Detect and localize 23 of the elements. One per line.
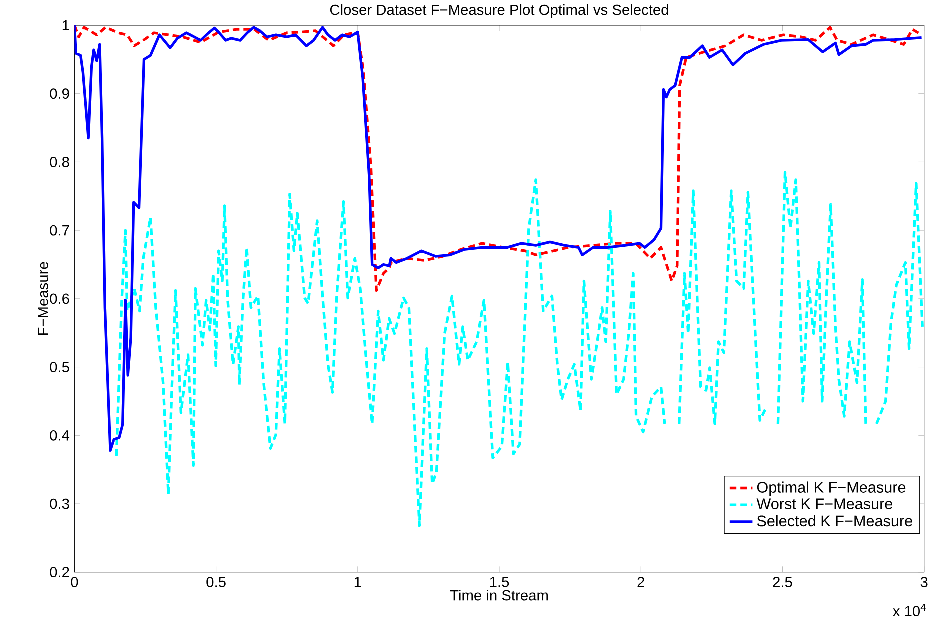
- x-tick-label: 2.5: [773, 577, 792, 588]
- x-axis-title: Time in Stream: [450, 590, 548, 601]
- legend-label: Selected K F−Measure: [757, 515, 912, 527]
- x-tick-label: 3: [920, 577, 928, 588]
- y-tick-label: 0.4: [50, 430, 70, 441]
- y-tick-label: 0.8: [50, 157, 70, 168]
- text: x 10$^{4}$: [893, 604, 926, 617]
- x-tick-label: 0.5: [206, 577, 226, 588]
- y-tick-label: 1: [62, 20, 70, 31]
- y-tick-label: 0.7: [50, 225, 70, 236]
- y-tick-label: 0.2: [50, 567, 70, 578]
- y-tick-label: 0.9: [50, 88, 70, 100]
- legend-label: Optimal K F−Measure: [757, 482, 906, 496]
- y-tick-label: 0.3: [50, 498, 70, 510]
- y-axis-title: F−Measure: [38, 262, 48, 336]
- y-tick-label: 0.6: [50, 294, 70, 304]
- legend-label: Worst K F−Measure: [756, 498, 893, 510]
- y-tick-label: 0.5: [50, 362, 70, 372]
- x-tick-label: 2: [638, 577, 644, 588]
- x-tick-label: 1: [354, 577, 362, 588]
- x-tick-label: 1.5: [490, 577, 510, 588]
- x-tick-label: 0: [71, 577, 78, 588]
- chart-title: Closer Dataset F−Measure Plot Optimal vs Selected: [330, 4, 668, 18]
